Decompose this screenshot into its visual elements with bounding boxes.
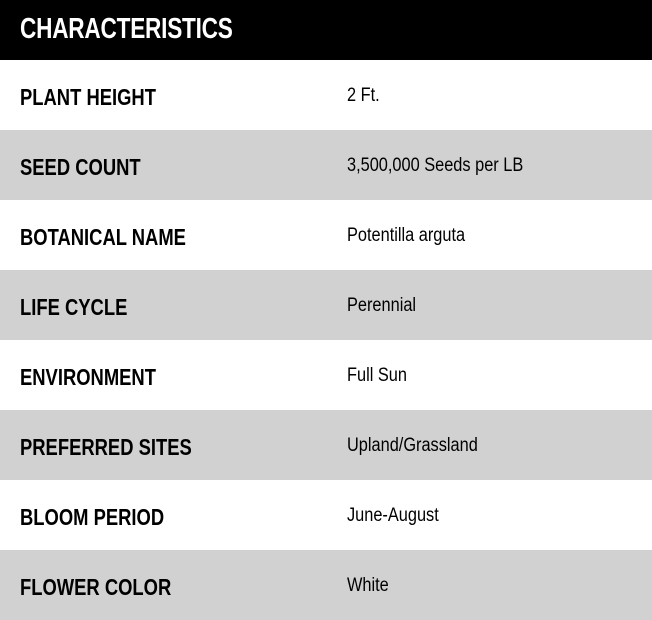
row-value: White [347,575,389,596]
row-value: June-August [347,505,439,526]
table-row: FLOWER COLOR White [0,550,652,620]
row-label: FLOWER COLOR [20,574,172,600]
table-row: BLOOM PERIOD June-August [0,480,652,550]
table-row: PLANT HEIGHT 2 Ft. [0,60,652,130]
table-row: LIFE CYCLE Perennial [0,270,652,340]
table-title: CHARACTERISTICS [20,13,233,45]
table-row: ENVIRONMENT Full Sun [0,340,652,410]
row-value: Upland/Grassland [347,435,478,456]
table-row: PREFERRED SITES Upland/Grassland [0,410,652,480]
row-label: ENVIRONMENT [20,364,156,390]
row-label: BLOOM PERIOD [20,504,165,530]
row-value: Perennial [347,295,417,316]
row-label: SEED COUNT [20,154,141,180]
table-header: CHARACTERISTICS [0,0,652,60]
row-value: 3,500,000 Seeds per LB [347,155,524,176]
row-label: PREFERRED SITES [20,434,192,460]
row-label: PLANT HEIGHT [20,84,156,110]
table-row: BOTANICAL NAME Potentilla arguta [0,200,652,270]
row-value: 2 Ft. [347,85,380,106]
row-value: Full Sun [347,365,407,386]
row-value: Potentilla arguta [347,225,466,246]
characteristics-table: PLANT HEIGHT 2 Ft. SEED COUNT 3,500,000 Se… [0,60,652,620]
row-label: BOTANICAL NAME [20,224,186,250]
table-row: SEED COUNT 3,500,000 Seeds per LB [0,130,652,200]
row-label: LIFE CYCLE [20,294,128,320]
